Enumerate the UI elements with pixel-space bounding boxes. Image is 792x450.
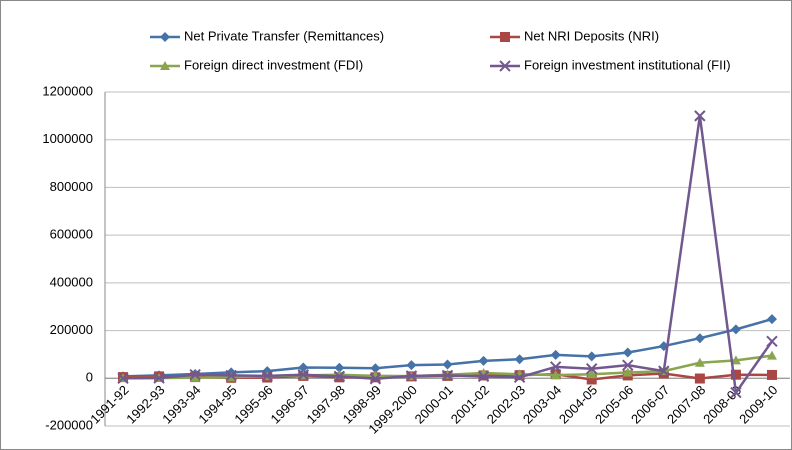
marker — [406, 360, 417, 371]
legend-label: Foreign direct investment (FDI) — [184, 57, 363, 72]
marker — [513, 371, 526, 384]
marker — [514, 354, 525, 365]
marker — [766, 369, 777, 380]
marker — [730, 324, 741, 335]
marker — [586, 351, 597, 362]
marker — [499, 60, 511, 72]
y-tick-label: 600000 — [50, 227, 93, 242]
legend-label: Net NRI Deposits (NRI) — [524, 28, 659, 43]
marker — [586, 374, 597, 385]
marker — [500, 32, 510, 42]
marker — [622, 367, 633, 377]
marker — [478, 355, 489, 366]
marker — [766, 350, 777, 360]
marker — [766, 314, 777, 325]
marker — [441, 369, 454, 382]
y-tick-label: 0 — [86, 370, 93, 385]
y-tick-label: 200000 — [50, 322, 93, 337]
marker — [225, 369, 237, 382]
marker — [622, 359, 634, 371]
marker — [189, 368, 201, 381]
marker — [297, 368, 309, 381]
y-tick-label: -200000 — [45, 417, 93, 432]
marker — [549, 361, 562, 373]
marker — [694, 373, 705, 384]
marker — [586, 363, 598, 375]
marker — [550, 370, 561, 380]
marker — [369, 373, 382, 385]
marker — [334, 362, 345, 373]
y-tick-label: 400000 — [50, 274, 93, 289]
marker — [730, 355, 741, 365]
marker — [405, 370, 418, 382]
marker — [117, 372, 129, 384]
marker — [550, 349, 561, 360]
y-tick-label: 1200000 — [42, 83, 93, 98]
marker — [370, 363, 381, 374]
marker — [658, 365, 670, 377]
marker — [694, 333, 705, 344]
marker — [153, 372, 165, 384]
y-tick-label: 800000 — [50, 179, 93, 194]
marker — [333, 370, 346, 383]
y-tick-label: 1000000 — [42, 131, 93, 146]
marker — [622, 347, 633, 358]
marker — [730, 386, 742, 399]
marker — [730, 369, 741, 380]
marker — [160, 32, 170, 42]
marker — [766, 335, 778, 348]
marker — [190, 372, 201, 382]
legend-label: Foreign investment institutional (FII) — [524, 57, 731, 72]
marker — [477, 370, 490, 383]
marker — [160, 61, 170, 70]
marker — [694, 110, 706, 122]
marker — [694, 357, 705, 367]
legend-label: Net Private Transfer (Remittances) — [184, 28, 384, 43]
marker — [298, 362, 309, 373]
marker — [442, 359, 453, 370]
marker — [261, 370, 273, 382]
marker — [586, 369, 597, 379]
